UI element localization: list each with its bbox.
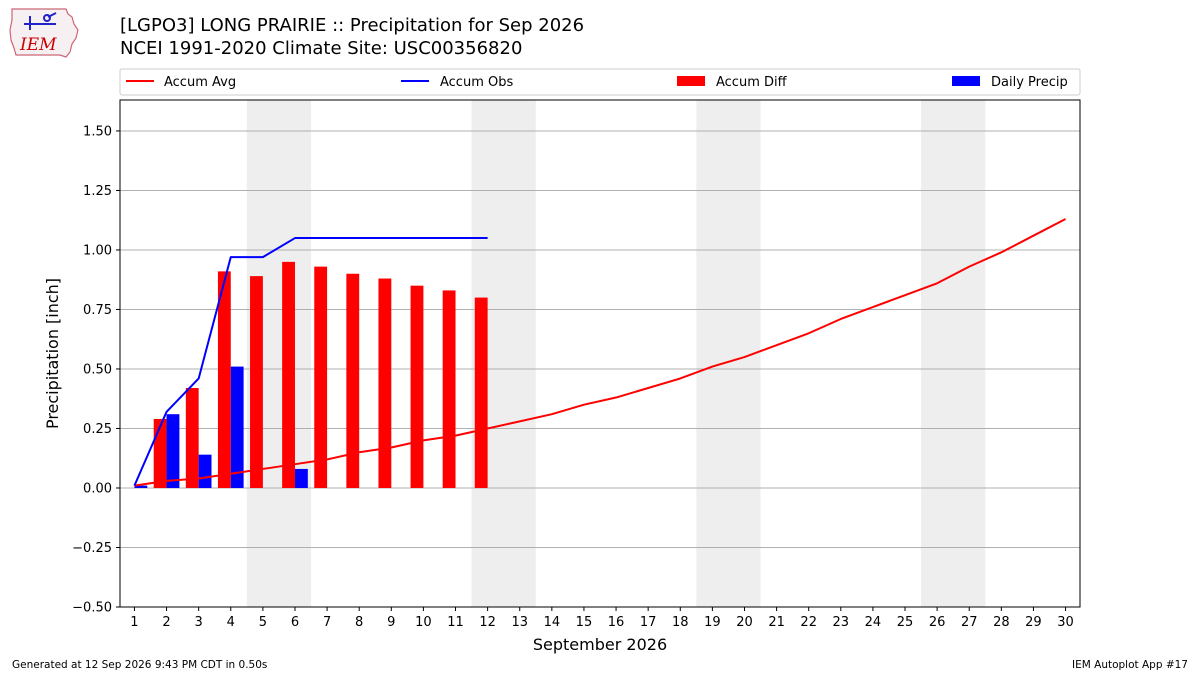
x-tick-label: 13 [511, 615, 528, 630]
x-tick-label: 7 [323, 615, 331, 630]
legend-item-accum-diff: Accum Diff [677, 75, 788, 90]
x-tick-label: 3 [195, 615, 203, 630]
daily-precip-bar [134, 485, 148, 488]
legend-swatch-accum-diff [677, 76, 705, 86]
x-tick-label: 10 [415, 615, 432, 630]
y-tick-label: 1.00 [83, 243, 112, 258]
y-tick-label: −0.50 [72, 601, 112, 616]
accum-diff-bar [474, 297, 488, 488]
iem-logo: IEM [9, 8, 79, 58]
x-tick-label: 16 [608, 615, 625, 630]
x-tick-label: 21 [768, 615, 785, 630]
x-tick-label: 24 [865, 615, 882, 630]
y-tick-label: 0.00 [83, 481, 112, 496]
chart-subtitle: NCEI 1991-2020 Climate Site: USC00356820 [120, 38, 522, 59]
daily-precip-bar [294, 468, 308, 488]
y-axis-ticks: −0.50 −0.25 0.00 0.25 0.50 0.75 1.00 1.25 1.50 [72, 124, 120, 616]
legend-label-accum-avg: Accum Avg [164, 75, 236, 90]
x-tick-label: 22 [800, 615, 817, 630]
legend-swatch-daily-precip [952, 76, 980, 86]
y-tick-label: 0.50 [83, 362, 112, 377]
accum-diff-bar [282, 261, 295, 488]
x-tick-label: 25 [897, 615, 914, 630]
iowa-outline-icon [9, 8, 79, 58]
x-tick-label: 23 [833, 615, 850, 630]
daily-precip-bar [198, 454, 212, 488]
lines [133, 218, 1067, 487]
legend-label-accum-diff: Accum Diff [716, 75, 788, 90]
x-tick-label: 1 [130, 615, 138, 630]
accum-obs-line [133, 237, 488, 487]
x-axis-label: September 2026 [533, 635, 667, 654]
legend-frame [119, 68, 1081, 96]
daily-precip-bar [230, 366, 244, 488]
y-tick-label: 1.25 [83, 184, 112, 199]
y-tick-label: 0.25 [83, 422, 112, 437]
accum-diff-bar [217, 271, 231, 488]
accum-diff-bar [410, 285, 424, 488]
accum-diff-bar [378, 278, 392, 488]
legend-item-accum-avg: Accum Avg [126, 75, 236, 90]
accum-diff-bar [250, 276, 263, 488]
legend-label-daily-precip: Daily Precip [991, 75, 1068, 90]
x-tick-label: 28 [993, 615, 1010, 630]
x-tick-label: 6 [291, 615, 299, 630]
x-axis-ticks: 1 2 3 4 5 6 7 8 9 10 11 12 13 14 15 16 17 18 19 20 21 22 23 24 2… [130, 607, 1074, 630]
logo-text: IEM [19, 35, 57, 55]
weekend-span [696, 100, 761, 607]
x-tick-label: 14 [544, 615, 561, 630]
legend-label-accum-obs: Accum Obs [440, 75, 513, 90]
footer-app: IEM Autoplot App #17 [1072, 659, 1188, 671]
y-tick-label: 1.50 [83, 124, 112, 139]
y-tick-label: 0.75 [83, 303, 112, 318]
accum-diff-bar [153, 418, 167, 488]
x-tick-label: 4 [227, 615, 235, 630]
x-tick-label: 19 [704, 615, 721, 630]
weekend-shading [246, 100, 986, 607]
accum-avg-line [134, 218, 1067, 487]
legend-item-accum-obs: Accum Obs [401, 75, 513, 90]
daily-precip-bar [166, 414, 180, 488]
x-tick-label: 12 [479, 615, 496, 630]
footer-generated: Generated at 12 Sep 2026 9:43 PM CDT in … [12, 659, 267, 671]
x-tick-label: 30 [1057, 615, 1074, 630]
accum-diff-bar [346, 273, 360, 488]
x-tick-label: 20 [736, 615, 753, 630]
accum-diff-bar [442, 290, 456, 488]
x-tick-label: 29 [1025, 615, 1042, 630]
accum-diff-bar [314, 266, 328, 488]
x-tick-label: 9 [387, 615, 395, 630]
x-tick-label: 2 [162, 615, 170, 630]
y-tick-label: −0.25 [72, 541, 112, 556]
accum-diff-bar [185, 388, 199, 488]
x-tick-label: 26 [929, 615, 946, 630]
x-tick-label: 11 [447, 615, 464, 630]
y-axis-label: Precipitation [inch] [43, 278, 62, 429]
plot-frame [119, 99, 1081, 608]
chart-title: [LGPO3] LONG PRAIRIE :: Precipitation fo… [120, 15, 584, 36]
legend: Accum Avg Accum Obs Accum Diff Daily Pre… [119, 68, 1081, 96]
x-tick-label: 27 [961, 615, 978, 630]
legend-item-daily-precip: Daily Precip [952, 75, 1068, 90]
x-tick-label: 15 [576, 615, 593, 630]
weekend-span [921, 100, 986, 607]
x-tick-label: 5 [259, 615, 267, 630]
x-tick-label: 8 [355, 615, 363, 630]
x-tick-label: 17 [640, 615, 657, 630]
weather-station-icon [24, 12, 57, 30]
x-tick-label: 18 [672, 615, 689, 630]
